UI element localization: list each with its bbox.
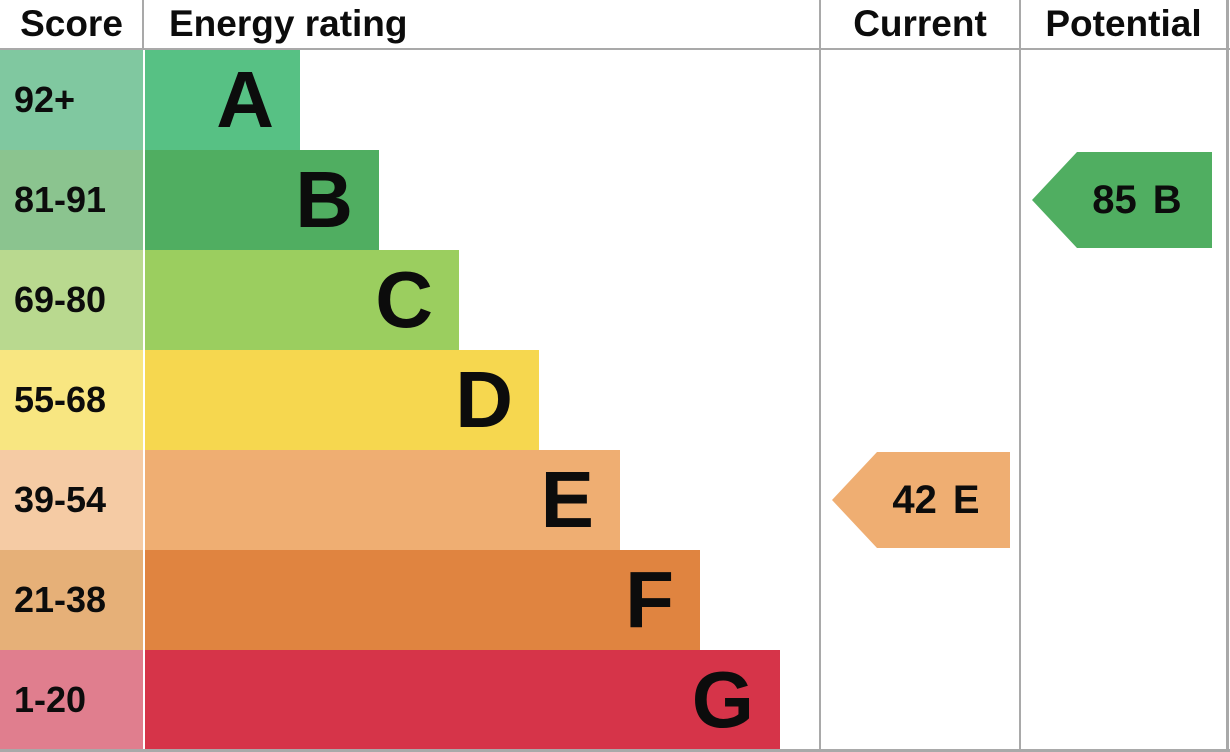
- potential-score-value: 85: [1092, 178, 1137, 222]
- potential-rating-arrow: 85 B: [1032, 152, 1212, 248]
- divider-current-column: [819, 0, 821, 751]
- score-range-label: 1-20: [14, 678, 87, 720]
- column-header-potential: Potential: [1021, 0, 1226, 48]
- rating-bar-d: D: [145, 350, 539, 450]
- current-score-value: 42: [892, 478, 937, 522]
- current-rating-arrow: 42 E: [832, 452, 1010, 548]
- column-header-potential-label: Potential: [1045, 3, 1202, 44]
- score-range-cell-g: 1-20: [0, 650, 143, 749]
- band-letter-c: C: [375, 255, 433, 344]
- band-letter-e: E: [540, 455, 594, 544]
- band-letter-b: B: [295, 155, 353, 244]
- band-row-e: 39-54 E: [0, 450, 820, 550]
- band-row-d: 55-68 D: [0, 350, 820, 450]
- score-range-cell-d: 55-68: [0, 350, 143, 450]
- band-row-a: 92+ A: [0, 50, 820, 150]
- rating-bar-b: B: [145, 150, 379, 250]
- column-header-energy-rating-label: Energy rating: [169, 3, 408, 44]
- divider-potential-column: [1019, 0, 1021, 751]
- band-letter-d: D: [455, 355, 513, 444]
- column-header-current: Current: [821, 0, 1019, 48]
- column-header-score-label: Score: [20, 3, 123, 44]
- rating-bar-f: F: [145, 550, 700, 650]
- score-range-cell-e: 39-54: [0, 450, 143, 550]
- band-row-g: 1-20 G: [0, 650, 820, 749]
- rating-bar-a: A: [145, 50, 300, 150]
- divider-header-bottom: [0, 48, 1230, 50]
- current-band-letter: E: [952, 478, 980, 522]
- potential-band-letter: B: [1152, 178, 1182, 222]
- column-header-score: Score: [0, 0, 143, 48]
- score-range-cell-c: 69-80: [0, 250, 143, 350]
- score-range-cell-a: 92+: [0, 50, 143, 150]
- band-row-b: 81-91 B: [0, 150, 820, 250]
- band-letter-f: F: [625, 555, 674, 644]
- band-letter-a: A: [216, 55, 274, 144]
- band-row-c: 69-80 C: [0, 250, 820, 350]
- column-header-energy-rating: Energy rating: [145, 0, 815, 48]
- score-range-label: 21-38: [14, 579, 107, 620]
- rating-bar-g: G: [145, 650, 780, 749]
- score-range-label: 92+: [14, 79, 76, 120]
- score-range-label: 69-80: [14, 279, 107, 320]
- rating-bar-e: E: [145, 450, 620, 550]
- score-range-cell-f: 21-38: [0, 550, 143, 650]
- band-letter-g: G: [691, 654, 754, 744]
- band-row-f: 21-38 F: [0, 550, 820, 650]
- score-range-label: 81-91: [14, 179, 107, 220]
- divider-right-edge: [1226, 0, 1229, 751]
- rating-bar-c: C: [145, 250, 459, 350]
- score-range-label: 39-54: [14, 479, 107, 520]
- score-range-label: 55-68: [14, 379, 107, 420]
- score-range-cell-b: 81-91: [0, 150, 143, 250]
- divider-score-energy: [142, 0, 144, 50]
- column-header-current-label: Current: [853, 3, 987, 44]
- divider-chart-bottom: [0, 749, 1230, 752]
